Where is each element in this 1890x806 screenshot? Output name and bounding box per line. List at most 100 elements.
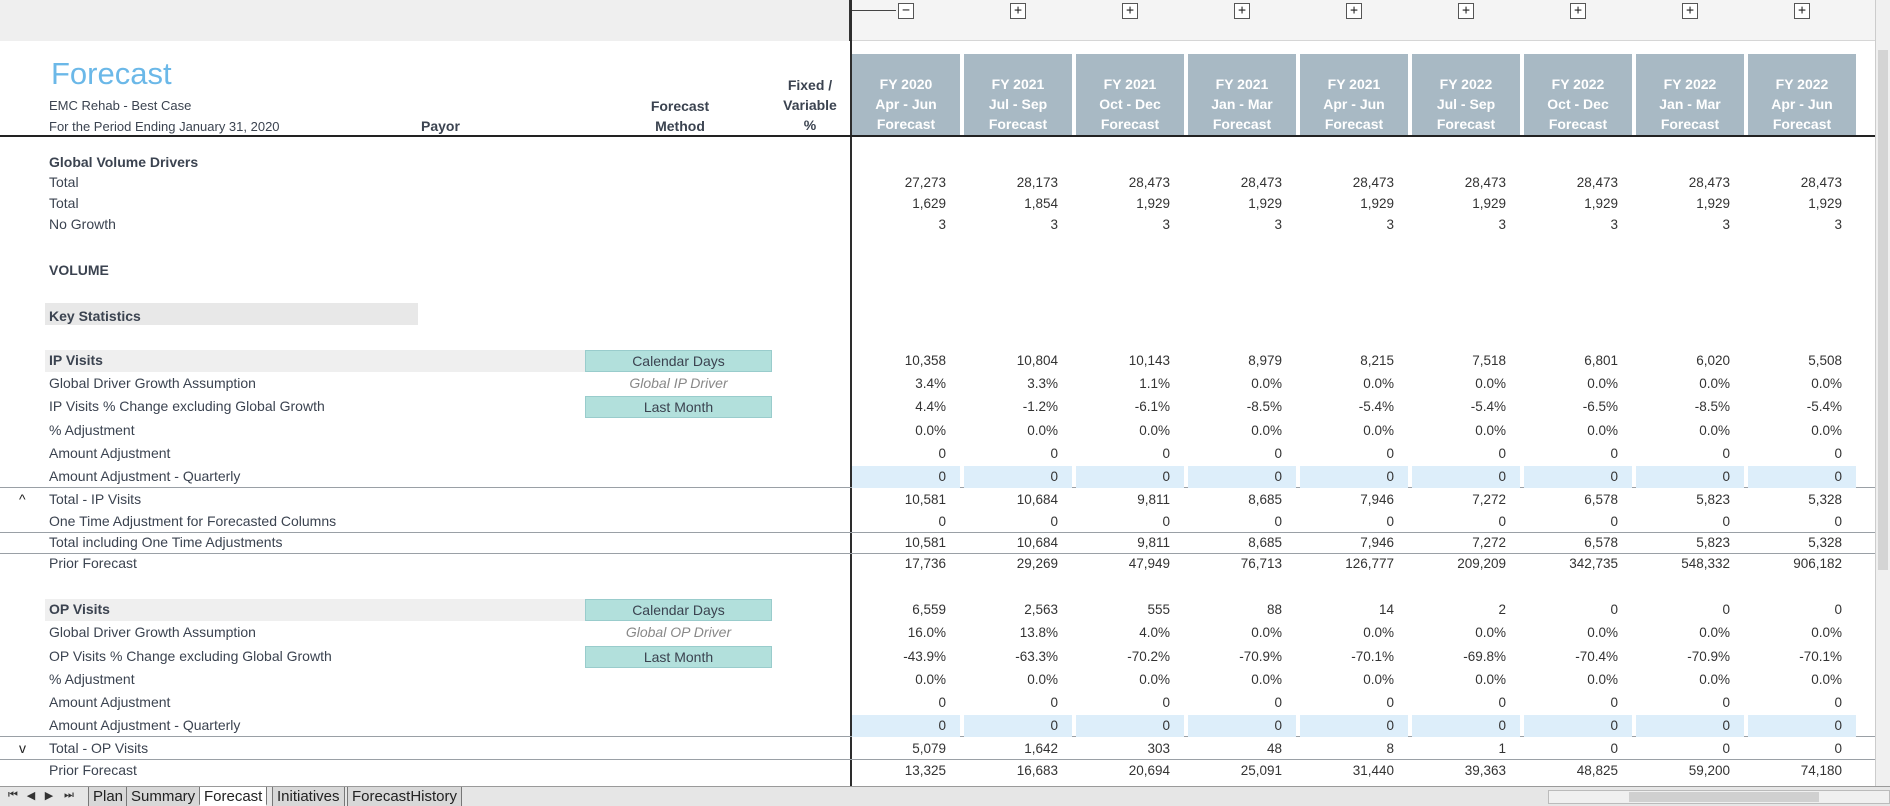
row-label[interactable]: Amount Adjustment - Quarterly — [49, 717, 241, 733]
value-cell[interactable]: 0 — [1722, 695, 1730, 710]
value-cell[interactable]: 3 — [1274, 217, 1282, 232]
value-cell[interactable]: 8,215 — [1360, 353, 1394, 368]
value-cell[interactable]: 555 — [1147, 602, 1170, 617]
row-label[interactable]: IP Visits — [49, 352, 103, 368]
value-cell[interactable]: -70.9% — [1687, 649, 1730, 664]
value-cell[interactable]: 28,473 — [1464, 175, 1506, 190]
value-cell[interactable]: 0 — [1498, 695, 1506, 710]
value-cell[interactable]: 0 — [1636, 466, 1744, 488]
expand-group-button[interactable]: + — [1234, 3, 1250, 19]
sheet-tab-initiatives[interactable]: Initiatives — [272, 787, 345, 806]
value-cell[interactable]: 8,685 — [1248, 492, 1282, 507]
value-cell[interactable]: 0.0% — [1699, 376, 1730, 391]
value-cell[interactable]: 10,684 — [1016, 535, 1058, 550]
value-cell[interactable]: 3.3% — [1027, 376, 1058, 391]
value-cell[interactable]: 5,328 — [1808, 492, 1842, 507]
row-label[interactable]: Amount Adjustment - Quarterly — [49, 468, 241, 484]
value-cell[interactable]: -43.9% — [903, 649, 946, 664]
value-cell[interactable]: 0 — [1050, 446, 1058, 461]
value-cell[interactable]: 25,091 — [1240, 763, 1282, 778]
value-cell[interactable]: 0 — [1386, 446, 1394, 461]
forecast-method-cell[interactable]: Calendar Days — [585, 350, 772, 372]
expand-group-button[interactable]: + — [1794, 3, 1810, 19]
value-cell[interactable]: -5.4% — [1470, 399, 1506, 414]
value-cell[interactable]: 0 — [852, 466, 960, 488]
value-cell[interactable]: 0 — [1722, 602, 1730, 617]
value-cell[interactable]: 0 — [1076, 715, 1184, 737]
value-cell[interactable]: 0 — [1610, 446, 1618, 461]
row-label[interactable]: One Time Adjustment for Forecasted Colum… — [49, 513, 337, 529]
value-cell[interactable]: 303 — [1147, 741, 1170, 756]
value-cell[interactable]: 342,735 — [1569, 556, 1618, 571]
expand-group-button[interactable]: + — [1346, 3, 1362, 19]
value-cell[interactable]: 0.0% — [1251, 423, 1282, 438]
value-cell[interactable]: 8,979 — [1248, 353, 1282, 368]
value-cell[interactable]: 9,811 — [1137, 535, 1170, 550]
row-outline-toggle[interactable]: v — [19, 740, 26, 756]
value-cell[interactable]: 28,473 — [1800, 175, 1842, 190]
row-label[interactable]: Prior Forecast — [49, 555, 137, 571]
value-cell[interactable]: 0.0% — [1139, 672, 1170, 687]
value-cell[interactable]: 0 — [1300, 466, 1408, 488]
value-cell[interactable]: 0 — [1386, 695, 1394, 710]
value-cell[interactable]: 0.0% — [1475, 423, 1506, 438]
row-label[interactable]: Total — [49, 174, 79, 190]
value-cell[interactable]: 10,581 — [904, 492, 946, 507]
value-cell[interactable]: -8.5% — [1694, 399, 1730, 414]
value-cell[interactable]: 1,642 — [1024, 741, 1058, 756]
value-cell[interactable]: 0.0% — [1587, 625, 1618, 640]
value-cell[interactable]: 3.4% — [915, 376, 946, 391]
sheet-tab-forecasthistory[interactable]: ForecastHistory — [347, 787, 463, 806]
value-cell[interactable]: 0 — [1162, 514, 1170, 529]
value-cell[interactable]: 0.0% — [915, 672, 946, 687]
value-cell[interactable]: 0.0% — [1027, 672, 1058, 687]
value-cell[interactable]: 0.0% — [1139, 423, 1170, 438]
value-cell[interactable]: 0.0% — [1587, 672, 1618, 687]
value-cell[interactable]: 0 — [1748, 466, 1856, 488]
value-cell[interactable]: 1,929 — [1584, 196, 1618, 211]
value-cell[interactable]: 0.0% — [915, 423, 946, 438]
value-cell[interactable]: 5,328 — [1808, 535, 1842, 550]
value-cell[interactable]: 6,578 — [1584, 535, 1618, 550]
value-cell[interactable]: 1,929 — [1248, 196, 1282, 211]
value-cell[interactable]: 0 — [1162, 446, 1170, 461]
value-cell[interactable]: 0.0% — [1251, 625, 1282, 640]
value-cell[interactable]: 0 — [1610, 602, 1618, 617]
value-cell[interactable]: -70.9% — [1239, 649, 1282, 664]
row-label[interactable]: % Adjustment — [49, 671, 135, 687]
value-cell[interactable]: 28,473 — [1352, 175, 1394, 190]
value-cell[interactable]: 13.8% — [1019, 625, 1058, 640]
value-cell[interactable]: 27,273 — [904, 175, 946, 190]
value-cell[interactable]: 0.0% — [1363, 376, 1394, 391]
expand-group-button[interactable]: + — [1010, 3, 1026, 19]
value-cell[interactable]: 0 — [1834, 741, 1842, 756]
value-cell[interactable]: 0.0% — [1811, 672, 1842, 687]
value-cell[interactable]: 2,563 — [1024, 602, 1058, 617]
value-cell[interactable]: 0.0% — [1699, 672, 1730, 687]
value-cell[interactable]: 5,823 — [1696, 535, 1730, 550]
value-cell[interactable]: 7,272 — [1472, 492, 1506, 507]
value-cell[interactable]: 0.0% — [1699, 625, 1730, 640]
vertical-scroll-thumb[interactable] — [1878, 50, 1888, 570]
value-cell[interactable]: 0 — [1748, 715, 1856, 737]
expand-group-button[interactable]: + — [1458, 3, 1474, 19]
row-label[interactable]: Prior Forecast — [49, 762, 137, 778]
value-cell[interactable]: 0 — [1834, 446, 1842, 461]
value-cell[interactable]: 0 — [1722, 514, 1730, 529]
row-label[interactable]: % Adjustment — [49, 422, 135, 438]
sheet-tab-forecast[interactable]: Forecast — [199, 787, 268, 806]
value-cell[interactable]: 31,440 — [1352, 763, 1394, 778]
collapse-group-button[interactable]: − — [898, 3, 914, 19]
row-label[interactable]: Global Driver Growth Assumption — [49, 375, 256, 391]
value-cell[interactable]: 16.0% — [907, 625, 946, 640]
value-cell[interactable]: 0 — [1188, 715, 1296, 737]
value-cell[interactable]: 1,929 — [1472, 196, 1506, 211]
row-label[interactable]: IP Visits % Change excluding Global Grow… — [49, 398, 325, 414]
value-cell[interactable]: 1,929 — [1136, 196, 1170, 211]
value-cell[interactable]: 126,777 — [1345, 556, 1394, 571]
value-cell[interactable]: 59,200 — [1688, 763, 1730, 778]
value-cell[interactable]: 28,173 — [1016, 175, 1058, 190]
value-cell[interactable]: 7,272 — [1472, 535, 1506, 550]
value-cell[interactable]: -1.2% — [1022, 399, 1058, 414]
value-cell[interactable]: 3 — [1722, 217, 1730, 232]
